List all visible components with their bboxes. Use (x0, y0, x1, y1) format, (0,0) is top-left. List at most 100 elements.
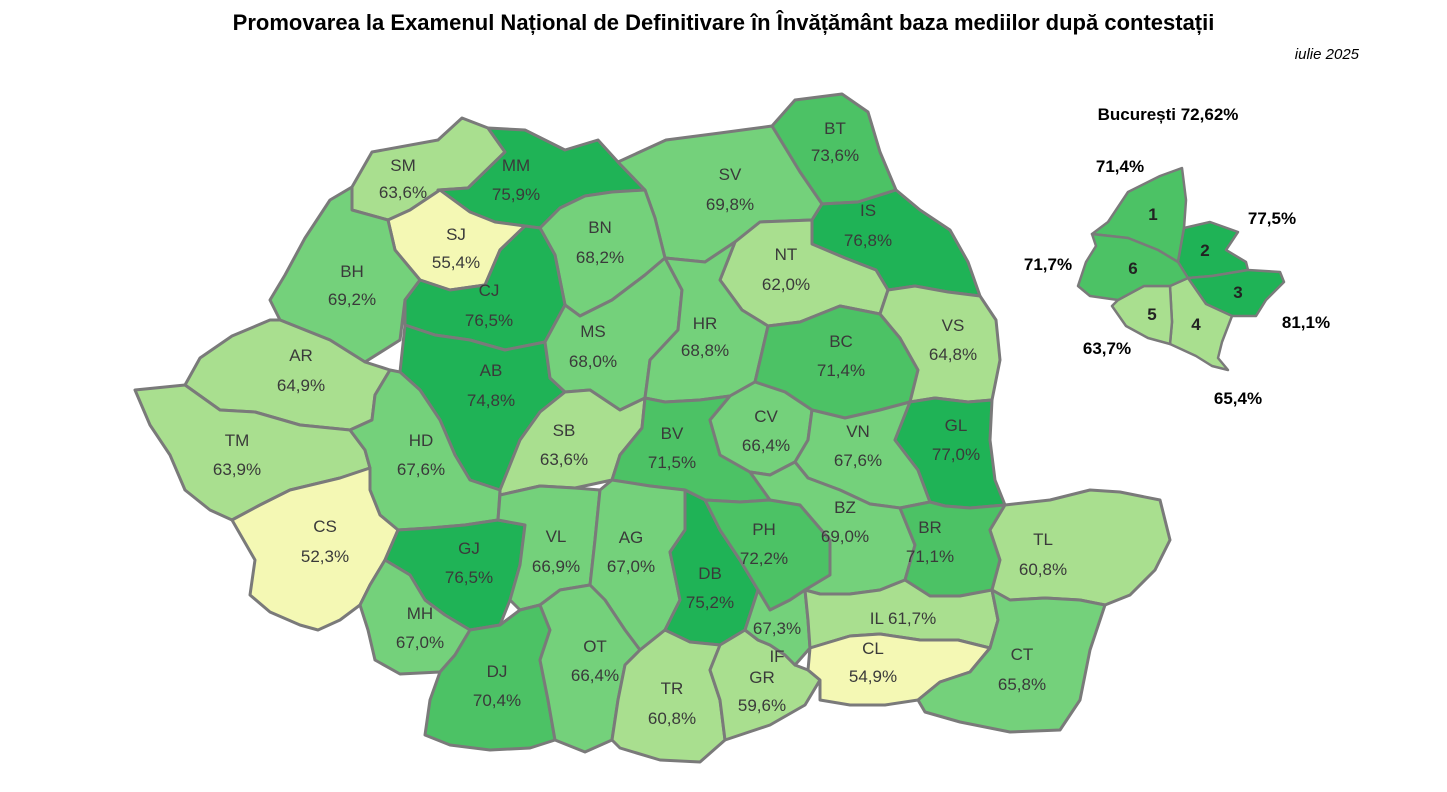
county-value-sm: 63,6% (379, 183, 427, 202)
bucharest-sector-number-3: 3 (1233, 283, 1242, 302)
county-code-sj: SJ (446, 225, 466, 244)
bucharest-label: București 72,62% (1098, 105, 1239, 124)
county-code-tm: TM (225, 431, 250, 450)
bucharest-sector-number-2: 2 (1200, 241, 1209, 260)
county-code-hd: HD (409, 431, 434, 450)
county-value-mh: 67,0% (396, 633, 444, 652)
county-value-ms: 68,0% (569, 352, 617, 371)
bucharest-inset: București 72,62% 1 71,4% 2 77,5% 3 81,1% 4 65,4… (1024, 105, 1330, 408)
bucharest-sector-value-4: 65,4% (1214, 389, 1262, 408)
bucharest-sector-value-1: 71,4% (1096, 157, 1144, 176)
county-value-ot: 66,4% (571, 666, 619, 685)
county-code-sb: SB (553, 421, 576, 440)
county-value-hr: 68,8% (681, 341, 729, 360)
county-code-db: DB (698, 564, 722, 583)
county-code-is: IS (860, 201, 876, 220)
county-code-cl: CL (862, 639, 884, 658)
county-code-dj: DJ (487, 662, 508, 681)
county-value-ab: 74,8% (467, 391, 515, 410)
county-code-ar: AR (289, 346, 313, 365)
county-code-nt: NT (775, 245, 798, 264)
county-code-bv: BV (661, 424, 684, 443)
county-value-gl: 77,0% (932, 445, 980, 464)
county-value-ag: 67,0% (607, 557, 655, 576)
county-code-cs: CS (313, 517, 337, 536)
county-code-bh: BH (340, 262, 364, 281)
county-code-cv: CV (754, 407, 778, 426)
bucharest-sector-number-5: 5 (1147, 305, 1156, 324)
bucharest-sector-2 (1176, 220, 1250, 280)
county-value-is: 76,8% (844, 231, 892, 250)
county-value-dj: 70,4% (473, 691, 521, 710)
county-code-tr: TR (661, 679, 684, 698)
county-code-ct: CT (1011, 645, 1034, 664)
county-if (743, 588, 812, 667)
county-value-db: 75,2% (686, 593, 734, 612)
map-subtitle: iulie 2025 (1294, 46, 1359, 63)
county-code-gr: GR (749, 668, 775, 687)
county-code-mh: MH (407, 604, 433, 623)
county-value-if: 67,3% (753, 619, 801, 638)
county-value-ar: 64,9% (277, 376, 325, 395)
county-code-ms: MS (580, 322, 606, 341)
county-code-gj: GJ (458, 539, 480, 558)
county-value-bh: 69,2% (328, 290, 376, 309)
county-value-tm: 63,9% (213, 460, 261, 479)
county-code-bz: BZ (834, 498, 856, 517)
county-code-cj: CJ (479, 281, 500, 300)
county-code-bc: BC (829, 332, 853, 351)
county-value-nt: 62,0% (762, 275, 810, 294)
county-value-vn: 67,6% (834, 451, 882, 470)
county-value-bv: 71,5% (648, 453, 696, 472)
county-code-if: IF (769, 647, 784, 666)
bucharest-sector-number-1: 1 (1148, 205, 1157, 224)
county-value-vs: 64,8% (929, 345, 977, 364)
county-tl (988, 488, 1172, 607)
county-value-bn: 68,2% (576, 248, 624, 267)
county-code-gl: GL (945, 416, 968, 435)
bucharest-sector-number-6: 6 (1128, 259, 1137, 278)
map-title: Promovarea la Examenul Național de Defin… (232, 10, 1215, 35)
county-value-cs: 52,3% (301, 547, 349, 566)
county-value-vl: 66,9% (532, 557, 580, 576)
county-code-ag: AG (619, 528, 644, 547)
county-value-ph: 72,2% (740, 549, 788, 568)
county-code-sm: SM (390, 156, 416, 175)
counties-layer (133, 92, 1172, 764)
county-value-gj: 76,5% (445, 568, 493, 587)
bucharest-sector-value-3: 81,1% (1282, 313, 1330, 332)
county-code-bn: BN (588, 218, 612, 237)
county-value-cv: 66,4% (742, 436, 790, 455)
labels-layer: SM 63,6% MM 75,9% BT 73,6% SV 69,8% SJ 55,4% BN 68,… (213, 119, 1067, 728)
county-code-vl: VL (546, 527, 567, 546)
bucharest-sector-value-6: 71,7% (1024, 255, 1072, 274)
county-value-sv: 69,8% (706, 195, 754, 214)
bucharest-sector-value-5: 63,7% (1083, 339, 1131, 358)
county-value-ct: 65,8% (998, 675, 1046, 694)
county-code-bt: BT (824, 119, 846, 138)
county-value-sb: 63,6% (540, 450, 588, 469)
county-value-cl: 54,9% (849, 667, 897, 686)
county-code-ab: AB (480, 361, 503, 380)
county-code-hr: HR (693, 314, 718, 333)
county-code-ph: PH (752, 520, 776, 539)
county-value-bz: 69,0% (821, 527, 869, 546)
bucharest-sector-number-4: 4 (1191, 315, 1201, 334)
county-value-cj: 76,5% (465, 311, 513, 330)
county-value-bt: 73,6% (811, 146, 859, 165)
county-code-mm: MM (502, 156, 530, 175)
county-code-vs: VS (942, 316, 965, 335)
county-value-hd: 67,6% (397, 460, 445, 479)
county-code-br: BR (918, 518, 942, 537)
county-value-mm: 75,9% (492, 185, 540, 204)
county-code-ot: OT (583, 637, 607, 656)
county-value-sj: 55,4% (432, 253, 480, 272)
county-vs (878, 284, 1002, 404)
county-ct (916, 588, 1107, 734)
bucharest-sector-value-2: 77,5% (1248, 209, 1296, 228)
county-code-sv: SV (719, 165, 742, 184)
county-value-bc: 71,4% (817, 361, 865, 380)
county-value-tl: 60,8% (1019, 560, 1067, 579)
county-value-gr: 59,6% (738, 696, 786, 715)
